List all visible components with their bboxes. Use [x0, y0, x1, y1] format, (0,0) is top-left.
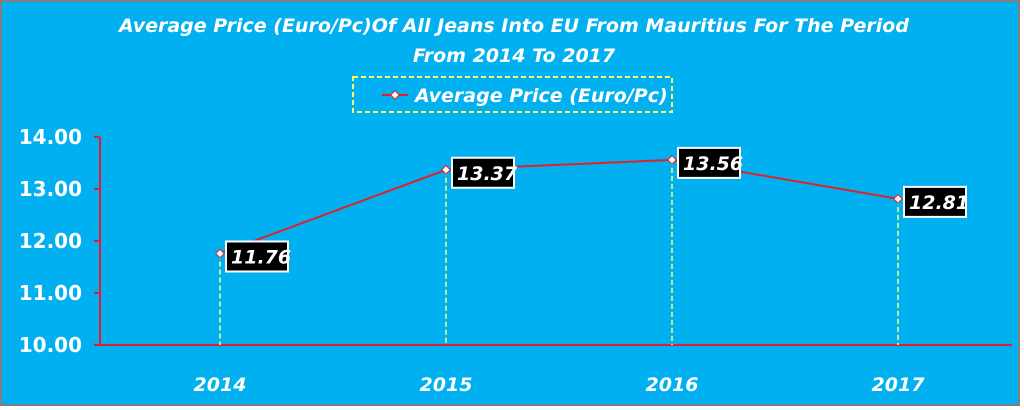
chart-title: Average Price (Euro/Pc)Of All Jeans Into… — [117, 15, 909, 37]
legend-box — [352, 76, 673, 113]
y-tick-label: 10.00 — [19, 333, 82, 357]
data-label-text: 11.76 — [231, 246, 291, 268]
x-tick-label: 2017 — [872, 374, 926, 396]
data-label-text: 13.56 — [683, 153, 743, 175]
x-tick-label: 2016 — [646, 374, 699, 396]
data-point-marker — [215, 248, 225, 259]
data-labels: 11.76 13.37 13.56 12.81 — [225, 146, 969, 273]
data-point-marker — [667, 154, 677, 165]
drop-lines — [219, 159, 899, 345]
chart-svg: Average Price (Euro/Pc)Of All Jeans Into… — [19, 15, 1012, 396]
data-label: 13.56 — [677, 146, 743, 179]
series-line — [219, 158, 899, 255]
data-label-box — [903, 185, 967, 218]
y-axis-ticks: 10.00 11.00 12.00 13.00 14.00 — [19, 125, 100, 357]
data-label-text: 12.81 — [909, 192, 969, 214]
data-label: 12.81 — [903, 185, 969, 218]
data-point-marker — [893, 193, 903, 204]
x-axis-ticks: 2014 2015 2016 2017 — [194, 374, 926, 396]
legend-label: Average Price (Euro/Pc) — [413, 85, 668, 107]
data-label-box — [225, 240, 289, 273]
data-label-text: 13.37 — [457, 163, 518, 185]
legend[interactable]: Average Price (Euro/Pc) — [352, 76, 673, 113]
y-tick-label: 11.00 — [19, 281, 82, 305]
data-label-box — [677, 146, 741, 179]
y-tick-label: 12.00 — [19, 229, 82, 253]
x-tick-label: 2015 — [420, 374, 473, 396]
y-tick-label: 13.00 — [19, 177, 82, 201]
data-label: 11.76 — [225, 240, 291, 273]
data-label: 13.37 — [451, 156, 518, 189]
y-tick-label: 14.00 — [19, 125, 82, 149]
data-label-box — [451, 156, 515, 189]
chart-subtitle: From 2014 To 2017 — [413, 45, 616, 67]
data-point-marker — [441, 164, 451, 175]
series-average-price — [215, 154, 903, 259]
x-tick-label: 2014 — [194, 374, 247, 396]
legend-marker-icon — [390, 90, 400, 100]
